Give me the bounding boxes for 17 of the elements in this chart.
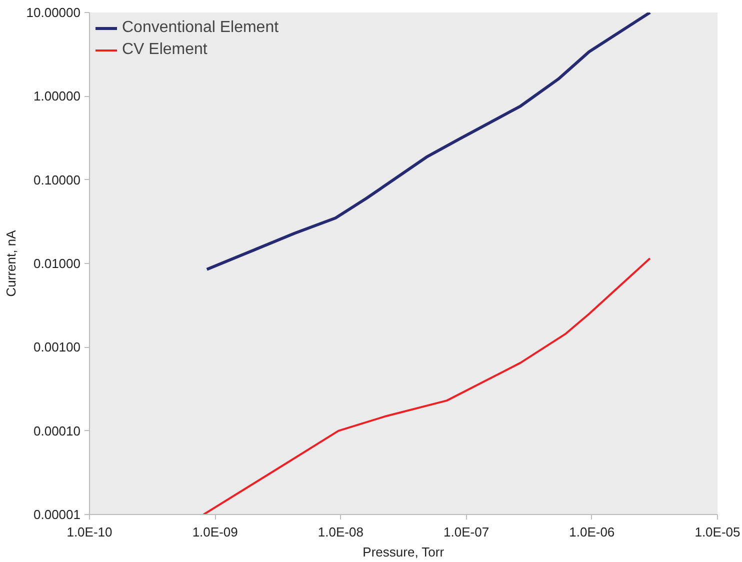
x-tick-label: 1.0E-06	[569, 524, 615, 540]
x-tick-label: 1.0E-09	[192, 524, 238, 540]
x-tick-label: 1.0E-05	[694, 524, 740, 540]
y-axis-title: Current, nA	[3, 230, 18, 297]
x-tick-label: 1.0E-07	[444, 524, 490, 540]
x-axis-title: Pressure, Torr	[362, 544, 445, 560]
y-tick-label: 10.00000	[26, 5, 81, 20]
y-tick-label: 0.00001	[34, 507, 81, 522]
legend-label: Conventional Element	[122, 19, 279, 37]
y-tick-label: 1.00000	[34, 88, 81, 104]
y-tick-label: 0.00010	[34, 423, 81, 438]
y-tick-label: 0.10000	[34, 172, 81, 188]
x-tick-label: 1.0E-10	[66, 524, 112, 540]
x-tick-label: 1.0E-08	[318, 524, 364, 540]
y-tick-label: 0.00100	[34, 340, 81, 355]
legend-label: CV Element	[122, 41, 208, 59]
y-tick-label: 0.01000	[34, 256, 81, 271]
